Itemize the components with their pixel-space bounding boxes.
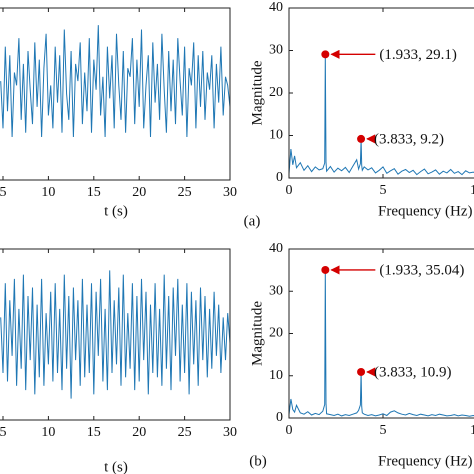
x-axis-label: t (s) bbox=[104, 459, 128, 474]
y-tick-label: 20 bbox=[269, 85, 283, 100]
panel-label: (a) bbox=[244, 213, 261, 229]
signal-line bbox=[0, 25, 231, 138]
y-tick-label: 40 bbox=[269, 241, 283, 256]
annotation-text: (1.933, 35.04) bbox=[379, 262, 464, 278]
x-tick-label: 0 bbox=[286, 423, 293, 438]
peak-marker bbox=[321, 265, 330, 274]
x-axis-label: t (s) bbox=[104, 203, 128, 219]
y-tick-label: 0 bbox=[276, 170, 283, 185]
x-tick-label: 10 bbox=[470, 183, 474, 198]
y-tick-label: 0 bbox=[276, 410, 283, 425]
annotation-text: (3.833, 10.9) bbox=[374, 364, 452, 380]
x-tick-label: 5 bbox=[380, 423, 387, 438]
x-tick-label: 15 bbox=[87, 425, 101, 440]
axes-box bbox=[0, 248, 231, 421]
x-tick-label: 25 bbox=[178, 425, 192, 440]
panel-label: (b) bbox=[249, 453, 267, 469]
axes-box bbox=[288, 248, 474, 419]
peak-marker bbox=[321, 50, 330, 59]
y-tick-label: 20 bbox=[269, 326, 283, 341]
x-axis-label: Frequency (Hz) bbox=[378, 453, 473, 469]
x-tick-label: 30 bbox=[223, 185, 237, 200]
x-tick-label: 15 bbox=[87, 185, 101, 200]
x-tick-label: 20 bbox=[132, 185, 146, 200]
y-tick-label: 10 bbox=[269, 128, 283, 143]
y-tick-label: 40 bbox=[269, 0, 283, 15]
x-tick-label: 20 bbox=[132, 425, 146, 440]
y-axis-label: Magnitude bbox=[249, 60, 265, 125]
y-tick-label: 30 bbox=[269, 43, 283, 58]
x-tick-label: 30 bbox=[223, 425, 237, 440]
x-tick-label: 5 bbox=[0, 425, 7, 440]
annotation-text: (3.833, 9.2) bbox=[374, 131, 444, 147]
x-tick-label: 5 bbox=[0, 185, 7, 200]
signal-line bbox=[288, 54, 474, 176]
signal-line bbox=[288, 269, 474, 417]
y-axis-label: Magnitude bbox=[249, 301, 265, 366]
x-tick-label: 25 bbox=[178, 185, 192, 200]
signal-line bbox=[0, 270, 231, 399]
peak-marker bbox=[357, 134, 366, 143]
x-tick-label: 10 bbox=[470, 423, 474, 438]
x-tick-label: 5 bbox=[380, 183, 387, 198]
x-axis-label: Frequency (Hz) bbox=[378, 203, 473, 219]
x-tick-label: 0 bbox=[286, 183, 293, 198]
axes-box bbox=[288, 7, 474, 179]
axes-box bbox=[0, 7, 231, 181]
annotation-text: (1.933, 29.1) bbox=[379, 47, 457, 63]
y-tick-label: 10 bbox=[269, 368, 283, 383]
x-tick-label: 10 bbox=[41, 185, 55, 200]
peak-marker bbox=[357, 367, 366, 376]
x-tick-label: 10 bbox=[41, 425, 55, 440]
y-tick-label: 30 bbox=[269, 283, 283, 298]
